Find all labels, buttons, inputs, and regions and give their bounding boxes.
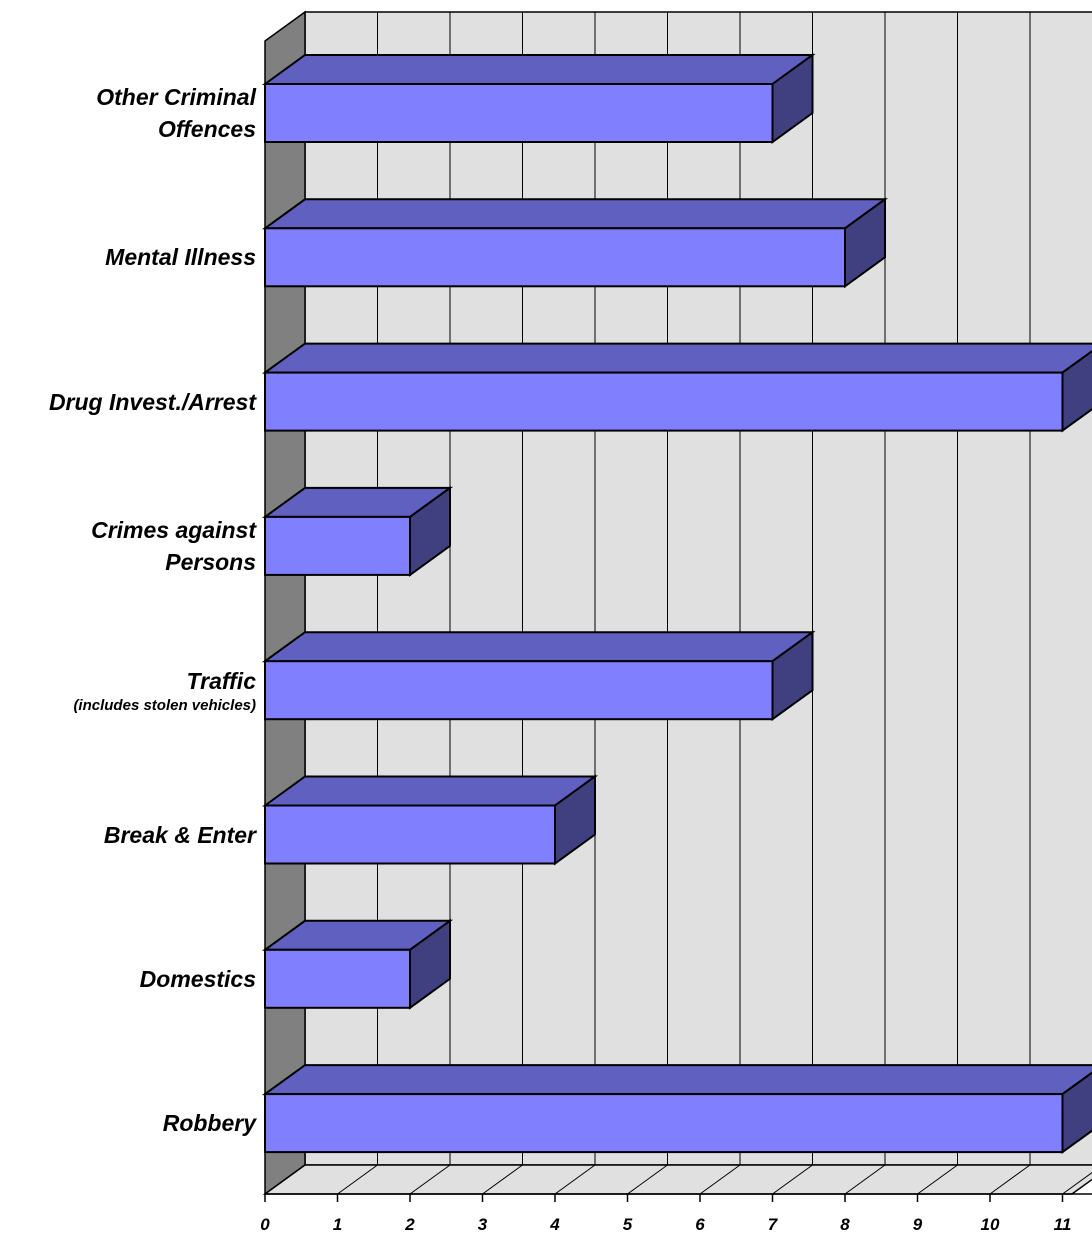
bar-1 xyxy=(261,197,889,289)
bar-2 xyxy=(261,342,1092,433)
category-label-subtext: (includes stolen vehicles) xyxy=(73,697,256,715)
bar-front-3 xyxy=(264,515,411,576)
tick-label-4: 4 xyxy=(549,1215,560,1234)
category-label-line: Mental Illness xyxy=(105,244,256,271)
tick-label-0: 0 xyxy=(260,1215,270,1234)
bar-4 xyxy=(261,630,816,722)
floor-gridline-4 xyxy=(554,1164,596,1195)
bar-top-0 xyxy=(261,54,816,85)
tick-label-2: 2 xyxy=(404,1215,415,1234)
chart-bars xyxy=(261,53,1092,1155)
category-label-2: Drug Invest./Arrest xyxy=(49,386,256,418)
floor-gridline-8 xyxy=(844,1164,886,1195)
floor-gridline-5 xyxy=(627,1164,668,1195)
floor-gridline-1 xyxy=(337,1164,378,1195)
bar-top-2 xyxy=(261,342,1092,374)
category-label-7: Robbery xyxy=(163,1107,256,1139)
category-label-5: Break & Enter xyxy=(104,819,256,851)
bar-front-2 xyxy=(264,371,1064,432)
bar-3 xyxy=(261,485,454,577)
bar-front-5 xyxy=(264,804,556,865)
bar-top-7 xyxy=(261,1064,1092,1096)
category-label-line: Traffic xyxy=(186,668,256,695)
bar-top-1 xyxy=(261,198,889,230)
bar-top-5 xyxy=(261,775,599,807)
category-label-0: Other Criminal Offences xyxy=(96,81,256,145)
category-label-1: Mental Illness xyxy=(105,241,256,273)
category-label-6: Domestics xyxy=(140,963,256,995)
bar-6 xyxy=(261,918,454,1010)
category-label-line: Drug Invest./Arrest xyxy=(48,388,256,415)
tick-label-3: 3 xyxy=(478,1215,488,1234)
floor xyxy=(262,1164,1092,1195)
category-label-line: Persons xyxy=(165,548,256,575)
category-label-4: Traffic (includes stolen vehicles) xyxy=(73,665,256,715)
category-label-line: Offences xyxy=(157,116,256,142)
bar-front-4 xyxy=(264,660,774,721)
category-label-line: Other Criminal xyxy=(96,84,256,110)
category-label-3: Crimes against Persons xyxy=(91,514,256,578)
category-label-line: Break & Enter xyxy=(103,821,256,848)
bar-front-6 xyxy=(264,948,411,1009)
floor-gridline-6 xyxy=(699,1164,741,1195)
bar-front-1 xyxy=(264,227,846,288)
tick-label-1: 1 xyxy=(333,1215,342,1234)
tick-label-10: 10 xyxy=(981,1215,1000,1234)
floor-gridline-9 xyxy=(917,1164,958,1195)
floor-gridline-11 xyxy=(1062,1171,1092,1195)
bar-7 xyxy=(261,1064,1092,1155)
bar-front-0 xyxy=(264,83,774,143)
category-label-line: Robbery xyxy=(162,1110,256,1137)
bar-front-7 xyxy=(264,1093,1064,1154)
floor-gridline-10 xyxy=(989,1164,1031,1195)
bar-5 xyxy=(261,774,599,866)
tick-label-6: 6 xyxy=(695,1215,705,1234)
tick-label-11: 11 xyxy=(1054,1215,1072,1234)
tick-label-9: 9 xyxy=(913,1215,923,1234)
category-label-line: Domestics xyxy=(139,965,256,992)
tick-label-8: 8 xyxy=(840,1215,850,1234)
bar-0 xyxy=(261,53,816,144)
category-label-line: Crimes against xyxy=(91,516,256,543)
tick-label-5: 5 xyxy=(623,1215,633,1234)
floor-gridline-2 xyxy=(409,1164,451,1195)
x-axis-ticks: 0 1 2 3 4 5 6 7 8 9 10 11 xyxy=(260,1193,1092,1234)
left-wall xyxy=(264,10,306,1196)
bar-top-4 xyxy=(261,631,816,663)
floor-gridline-3 xyxy=(482,1164,523,1195)
floor-gridline-7 xyxy=(772,1164,813,1195)
chart-walls xyxy=(262,10,1092,1196)
tick-label-7: 7 xyxy=(768,1215,779,1234)
